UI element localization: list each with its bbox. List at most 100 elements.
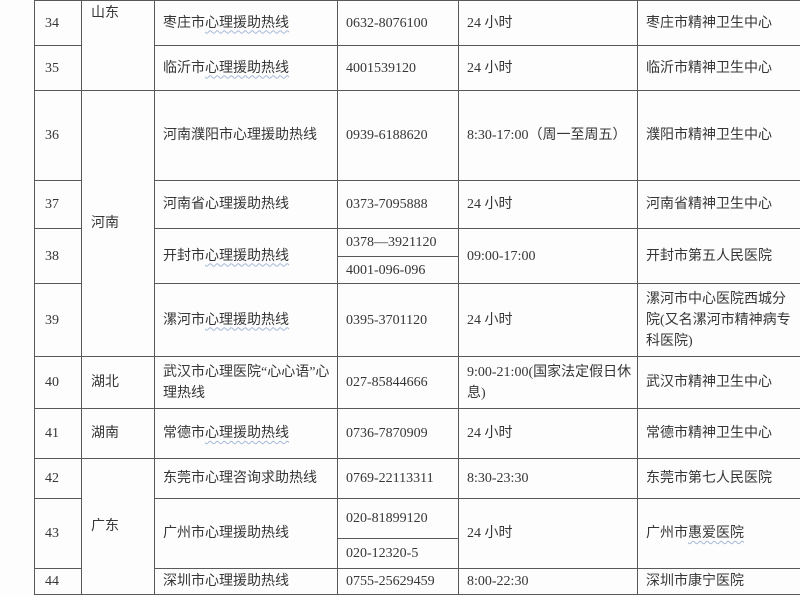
org-cell-text: 濮阳市精神卫生中心	[646, 128, 772, 143]
hours-cell-text: 24 小时	[467, 15, 513, 31]
phone-cell-text: 020-81899120	[346, 511, 428, 526]
phone-cell-text: 0939-6188620	[346, 128, 428, 143]
hours-cell-text: 8:00-22:30	[467, 574, 529, 589]
hotline-name-cell-text: 心理援助热线	[205, 15, 289, 31]
org-cell-text: 惠爱医院	[688, 526, 744, 541]
org-cell: 枣庄市精神卫生中心	[637, 0, 800, 46]
row-number-cell: 40	[34, 356, 82, 409]
row-number-cell: 37	[34, 180, 82, 229]
org-cell-text: 开封市第五人民医院	[646, 248, 772, 264]
hotline-name-cell: 临沂市心理援助热线	[154, 45, 338, 91]
org-cell: 广州市惠爱医院	[637, 498, 800, 569]
row-number-cell: 35	[34, 45, 82, 91]
table-row: 42 广东 东莞市心理咨询求助热线 0769-22113311 8:30-23:30 东莞…	[34, 458, 800, 595]
row-number-cell-text: 37	[45, 197, 59, 212]
org-cell: 常德市精神卫生中心	[637, 408, 800, 459]
hotline-name-cell: 河南省心理援助热线	[154, 180, 338, 229]
phone-cell-text: 0378—3921120	[346, 235, 437, 250]
hours-cell-text: 24 小时	[467, 60, 513, 76]
phone-cell-text: 4001-096-096	[346, 262, 426, 278]
row-number-cell-text: 42	[45, 471, 59, 486]
org-cell: 开封市第五人民医院	[637, 228, 800, 284]
phone-cell-text: 0755-25629459	[346, 574, 435, 589]
province-cell: 湖南	[81, 408, 155, 459]
hours-cell: 9:00-21:00(国家法定假日休息)	[458, 356, 638, 409]
table-row: 36 河南 河南濮阳市心理援助热线 0939-6188620 8:30-17:00（周一…	[34, 90, 800, 357]
province-cell: 山东	[81, 0, 155, 91]
phone-cell: 4001539120	[337, 45, 459, 91]
org-cell: 东莞市第七人民医院	[637, 458, 800, 499]
hours-cell-text: 24 小时	[467, 426, 513, 441]
table-row: 34 山东 枣庄市心理援助热线 0632-8076100 24 小时 枣庄市精神卫生中心	[34, 0, 800, 91]
org-cell-text: 河南省精神卫生中心	[646, 197, 772, 212]
row-number-cell: 44	[34, 568, 82, 595]
row-number-cell: 41	[34, 408, 82, 459]
row-number-cell-text: 41	[45, 426, 59, 441]
org-cell-text: 漯河市中心医院西城分院(又名漯河市精神病专科医院)	[646, 291, 791, 349]
phone-cell: 027-85844666	[337, 356, 459, 409]
hotline-name-cell-text: 河南濮阳市心理援助热线	[163, 128, 317, 143]
org-cell: 临沂市精神卫生中心	[637, 45, 800, 91]
hours-cell-text: 24 小时	[467, 197, 513, 212]
row-number-cell-text: 35	[45, 60, 59, 76]
table-row: 44 深圳市心理援助热线 0755-25629459 8:00-22:30 深圳市康宁医…	[34, 568, 800, 595]
table-row: 43 广州市心理援助热线 020-81899120 24 小时 广州市惠爱医院	[34, 498, 800, 569]
table-row: 40 湖北 武汉市心理医院“心心语”心理热线 027-85844666 9:00-21:…	[34, 356, 800, 409]
phone-cell: 020-81899120	[337, 498, 459, 539]
hotline-name-cell-text: 心理援助热线	[205, 312, 289, 328]
province-cell: 广东	[81, 458, 155, 595]
hotline-table: 34 山东 枣庄市心理援助热线 0632-8076100 24 小时 枣庄市精神卫生中心 3…	[34, 0, 800, 595]
hotline-name-cell-text: 漯河市	[163, 312, 205, 328]
row-number-cell: 34	[34, 0, 82, 46]
hours-cell-text: 09:00-17:00	[467, 248, 536, 264]
row-number-cell-text: 39	[45, 312, 59, 328]
row-number-cell: 43	[34, 498, 82, 569]
hotline-table-body: 34 山东 枣庄市心理援助热线 0632-8076100 24 小时 枣庄市精神卫生中心 3…	[34, 0, 800, 595]
phone-cell: 0736-7870909	[337, 408, 459, 459]
row-number-cell-text: 38	[45, 248, 59, 264]
hotline-name-cell-text: 广州市心理援助热线	[163, 526, 289, 541]
hours-cell-text: 8:30-23:30	[467, 471, 529, 486]
phone-cell-text: 0373-7095888	[346, 197, 428, 212]
hours-cell: 8:30-17:00（周一至周五）	[458, 90, 638, 181]
row-number-cell-text: 36	[45, 128, 59, 143]
hotline-name-cell-text: 枣庄市	[163, 15, 205, 31]
row-number-cell-text: 34	[45, 15, 59, 31]
phone-cell: 0939-6188620	[337, 90, 459, 181]
hotline-name-cell-text: 河南省心理援助热线	[163, 197, 289, 212]
hotline-name-cell: 东莞市心理咨询求助热线	[154, 458, 338, 499]
hours-cell: 24 小时	[458, 283, 638, 357]
table-row: 35 临沂市心理援助热线 4001539120 24 小时 临沂市精神卫生中心	[34, 45, 800, 91]
phone-cell: 0755-25629459	[337, 568, 459, 595]
hours-cell: 8:30-23:30	[458, 458, 638, 499]
org-cell-text: 临沂市精神卫生中心	[646, 60, 772, 76]
hours-cell: 24 小时	[458, 180, 638, 229]
hotline-name-cell-text: 常德市	[163, 426, 205, 441]
hotline-name-cell: 枣庄市心理援助热线	[154, 0, 338, 46]
hours-cell: 24 小时	[458, 498, 638, 569]
hotline-name-cell-text: 武汉市心理医院“心心语”心理热线	[163, 364, 330, 401]
hotline-name-cell-text: 东莞市心理咨询求助热线	[163, 471, 317, 486]
phone-cell: 020-12320-5	[337, 538, 459, 569]
org-cell-text: 广州市	[646, 526, 688, 541]
hotline-name-cell: 武汉市心理医院“心心语”心理热线	[154, 356, 338, 409]
org-cell-text: 深圳市康宁医院	[646, 574, 744, 589]
org-cell: 濮阳市精神卫生中心	[637, 90, 800, 181]
hours-cell: 09:00-17:00	[458, 228, 638, 284]
row-number-cell-text: 40	[45, 375, 59, 390]
hotline-name-cell: 常德市心理援助热线	[154, 408, 338, 459]
org-cell-text: 东莞市第七人民医院	[646, 471, 772, 486]
org-cell-text: 枣庄市精神卫生中心	[646, 15, 772, 31]
province-cell-text: 山东	[91, 6, 119, 21]
hotline-name-cell-text: 心理援助热线	[205, 426, 289, 441]
hotline-name-cell: 开封市心理援助热线	[154, 228, 338, 284]
hours-cell-text: 8:30-17:00（周一至周五）	[467, 128, 627, 143]
row-number-cell: 38	[34, 228, 82, 284]
hours-cell: 24 小时	[458, 408, 638, 459]
province-cell-text: 湖南	[91, 426, 119, 441]
org-cell: 漯河市中心医院西城分院(又名漯河市精神病专科医院)	[637, 283, 800, 357]
province-cell-text: 广东	[91, 519, 119, 534]
phone-cell-text: 0736-7870909	[346, 426, 428, 441]
province-cell: 湖北	[81, 356, 155, 409]
org-cell: 武汉市精神卫生中心	[637, 356, 800, 409]
